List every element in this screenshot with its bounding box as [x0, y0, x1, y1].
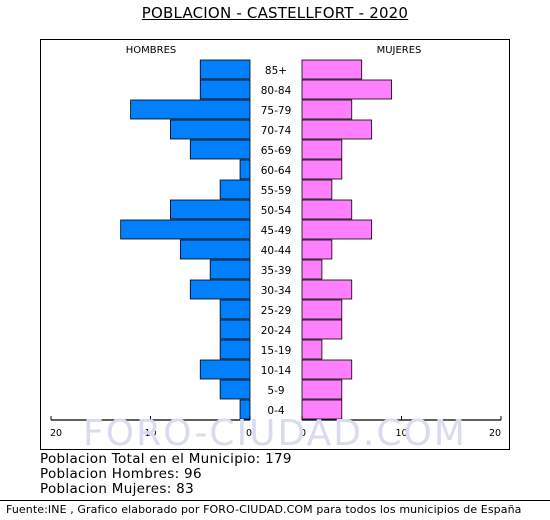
- bar-hombres: [219, 379, 251, 400]
- age-group-label: 20-24: [261, 325, 292, 337]
- bar-hombres: [179, 239, 251, 260]
- age-group-label: 0-4: [267, 405, 284, 417]
- bar-hombres: [199, 79, 251, 100]
- bar-mujeres: [301, 59, 363, 80]
- stat-total: Poblacion Total en el Municipio: 179: [40, 451, 292, 467]
- age-group-label: 5-9: [267, 385, 284, 397]
- bar-hombres: [189, 279, 251, 300]
- bar-hombres: [209, 259, 251, 280]
- age-group-label: 40-44: [261, 245, 292, 257]
- bar-mujeres: [301, 79, 392, 100]
- chart-title: POBLACION - CASTELLFORT - 2020: [141, 4, 409, 22]
- age-group-label: 60-64: [261, 165, 292, 177]
- bar-hombres: [239, 399, 251, 420]
- bar-hombres: [169, 199, 251, 220]
- age-group-label: 75-79: [261, 105, 292, 117]
- legend-mujeres: MUJERES: [377, 45, 422, 56]
- tick-label-left: 10: [144, 428, 156, 439]
- bar-hombres: [189, 139, 251, 160]
- age-group-label: 45-49: [261, 225, 292, 237]
- population-pyramid: HOMBRES MUJERES 85+ 80-84 75-79 70-74 65-69 60-…: [50, 45, 502, 439]
- bar-mujeres: [301, 239, 333, 260]
- bar-hombres: [239, 159, 251, 180]
- bar-mujeres: [301, 279, 353, 300]
- stat-mujeres: Poblacion Mujeres: 83: [40, 481, 194, 497]
- source-footer: Fuente:INE , Grafico elaborado por FORO-…: [6, 503, 522, 516]
- age-group-label: 65-69: [261, 145, 292, 157]
- age-group-label: 70-74: [261, 125, 292, 137]
- chart-frame: HOMBRES MUJERES 85+ 80-84 75-79 70-74 65-69 60-…: [40, 39, 510, 450]
- tick-label-left: 20: [50, 428, 62, 439]
- age-group-label: 30-34: [261, 285, 292, 297]
- stat-hombres: Poblacion Hombres: 96: [40, 466, 202, 482]
- bar-mujeres: [301, 379, 343, 400]
- bar-hombres: [199, 59, 251, 80]
- bar-mujeres: [301, 339, 323, 360]
- bar-hombres: [219, 319, 251, 340]
- bar-hombres: [169, 119, 251, 140]
- age-group-label: 80-84: [261, 85, 292, 97]
- tick-label-left: 0: [246, 428, 252, 439]
- bar-mujeres: [301, 399, 343, 420]
- bar-mujeres: [301, 139, 343, 160]
- bar-hombres: [219, 179, 251, 200]
- bar-mujeres: [301, 99, 353, 120]
- bar-hombres: [120, 219, 251, 240]
- bar-mujeres: [301, 359, 353, 380]
- footer-divider: [0, 500, 550, 501]
- bar-mujeres: [301, 199, 353, 220]
- legend-hombres: HOMBRES: [126, 45, 177, 56]
- bar-mujeres: [301, 159, 343, 180]
- tick-label-right: 20: [489, 428, 501, 439]
- age-group-label: 15-19: [261, 345, 292, 357]
- bar-mujeres: [301, 179, 333, 200]
- tick-label-right: 0: [300, 428, 306, 439]
- bar-hombres: [219, 299, 251, 320]
- bar-hombres: [199, 359, 251, 380]
- bar-mujeres: [301, 219, 373, 240]
- age-group-label: 50-54: [261, 205, 292, 217]
- bar-mujeres: [301, 319, 343, 340]
- bar-hombres: [130, 99, 251, 120]
- age-group-label: 85+: [265, 65, 287, 77]
- tick-label-right: 10: [395, 428, 407, 439]
- age-group-label: 25-29: [261, 305, 292, 317]
- age-group-label: 55-59: [261, 185, 292, 197]
- bar-mujeres: [301, 299, 343, 320]
- bar-hombres: [219, 339, 251, 360]
- age-group-label: 10-14: [261, 365, 292, 377]
- bar-mujeres: [301, 259, 323, 280]
- population-stats: Poblacion Total en el Municipio: 179 Pob…: [40, 452, 292, 497]
- age-group-label: 35-39: [261, 265, 292, 277]
- bar-mujeres: [301, 119, 373, 140]
